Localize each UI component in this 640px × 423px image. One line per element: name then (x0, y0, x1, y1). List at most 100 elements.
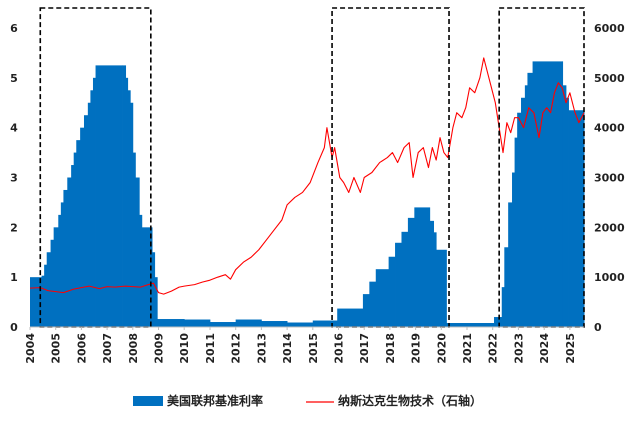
rate-bar (494, 317, 503, 327)
rate-bar (30, 277, 42, 327)
rate-bar (50, 239, 55, 327)
y-right-tick-label: 1000 (594, 271, 625, 284)
bar-series-fed-rate (30, 61, 585, 328)
legend-label-fed-rate: 美国联邦基准利率 (167, 393, 263, 408)
rate-bar (261, 321, 288, 327)
y-left-tick-label: 3 (10, 172, 18, 185)
y-left-tick-label: 5 (10, 72, 18, 85)
y-right-tick-label: 6000 (594, 22, 625, 35)
rate-bar (125, 77, 129, 327)
x-tick-label: 2013 (255, 333, 268, 364)
rate-bar (562, 85, 567, 327)
rate-bar (157, 319, 185, 327)
rate-bar (312, 320, 338, 327)
rate-bar (287, 322, 314, 327)
y-left-tick-label: 1 (10, 271, 18, 284)
rate-bar (584, 111, 585, 327)
rate-bar (388, 256, 396, 327)
x-tick-label: 2012 (230, 333, 243, 364)
x-tick-label: 2011 (204, 333, 217, 364)
legend: 美国联邦基准利率 纳斯达克生物技术（石轴） (133, 393, 482, 408)
y-right-tick-label: 4000 (594, 122, 625, 135)
rate-bar (209, 322, 237, 327)
x-tick-label: 2008 (127, 333, 140, 364)
rate-bar (501, 287, 505, 327)
rate-bar (87, 102, 91, 327)
rate-bar (73, 152, 77, 327)
rate-bar (375, 269, 390, 327)
rate-bar (46, 252, 51, 327)
rate-bar (63, 189, 68, 327)
rate-bar (139, 214, 143, 328)
y-right-tick-label: 0 (594, 321, 602, 334)
x-tick-label: 2018 (384, 333, 397, 364)
rate-bar (429, 220, 435, 327)
x-tick-label: 2022 (487, 333, 500, 364)
y-right-tick-label: 2000 (594, 221, 625, 234)
rate-bar (436, 249, 447, 327)
rate-bar (235, 319, 262, 327)
x-tick-label: 2023 (512, 333, 525, 364)
rate-bar (568, 110, 585, 327)
x-tick-label: 2020 (435, 333, 448, 364)
rate-bar (152, 252, 156, 327)
x-tick-label: 2010 (178, 333, 191, 364)
rate-bar (92, 77, 96, 327)
x-tick-label: 2024 (538, 333, 551, 364)
rate-bar (132, 152, 136, 327)
legend-bar-swatch (133, 396, 163, 406)
y-left-tick-label: 0 (10, 321, 18, 334)
nasdaq-biotech-line (29, 57, 585, 295)
legend-label-nasdaq-biotech: 纳斯达克生物技术（石轴） (338, 393, 482, 408)
x-tick-label: 2007 (101, 333, 114, 364)
y-right-tick-label: 5000 (594, 72, 625, 85)
rate-bar (527, 72, 533, 327)
x-tick-label: 2004 (24, 333, 37, 364)
rate-bar (44, 264, 48, 327)
x-tick-label: 2015 (307, 333, 320, 364)
x-tick-label: 2006 (75, 333, 88, 364)
rate-bar (369, 281, 377, 327)
y-left-tick-label: 4 (10, 122, 18, 135)
rate-bar (71, 165, 75, 327)
highlight-box (498, 7, 585, 328)
rate-bar (566, 97, 569, 328)
rate-bar (504, 247, 509, 327)
x-tick-label: 2021 (461, 333, 474, 364)
rate-bar (53, 227, 59, 327)
rate-bar (517, 112, 522, 327)
rate-bar (60, 202, 64, 327)
rate-bar (135, 177, 140, 327)
y-right-tick-label: 3000 (594, 172, 625, 185)
rate-bar (337, 308, 364, 327)
rate-bar (90, 90, 94, 327)
highlight-box (331, 7, 450, 328)
rate-bar (562, 61, 564, 327)
rate-bar (76, 140, 81, 328)
rate-bar (512, 172, 515, 327)
axes: 0 1 2 3 4 5 6 0 1000 2000 3000 4000 5000 6000 2004 2005… (10, 22, 625, 364)
rate-bar (532, 61, 563, 327)
rate-bar (401, 231, 409, 327)
rate-bar (395, 242, 402, 327)
y-left-tick-label: 2 (10, 221, 18, 234)
rate-bar (362, 294, 370, 327)
rate-bar (141, 227, 153, 327)
rate-bar (433, 232, 437, 327)
x-tick-label: 2017 (358, 333, 371, 364)
rate-bar (446, 323, 481, 327)
line-series-nasdaq-biotech (29, 57, 585, 295)
x-tick-label: 2019 (410, 333, 423, 364)
rate-bar (41, 275, 45, 327)
x-tick-label: 2005 (50, 333, 63, 364)
rate-bar (524, 85, 528, 327)
rate-bar (479, 323, 495, 327)
x-tick-label: 2014 (281, 333, 294, 364)
rate-bar (508, 202, 513, 327)
rate-bar (95, 65, 123, 328)
rate-bar (122, 65, 127, 328)
rate-bar (130, 102, 134, 327)
rate-bar (407, 217, 415, 327)
